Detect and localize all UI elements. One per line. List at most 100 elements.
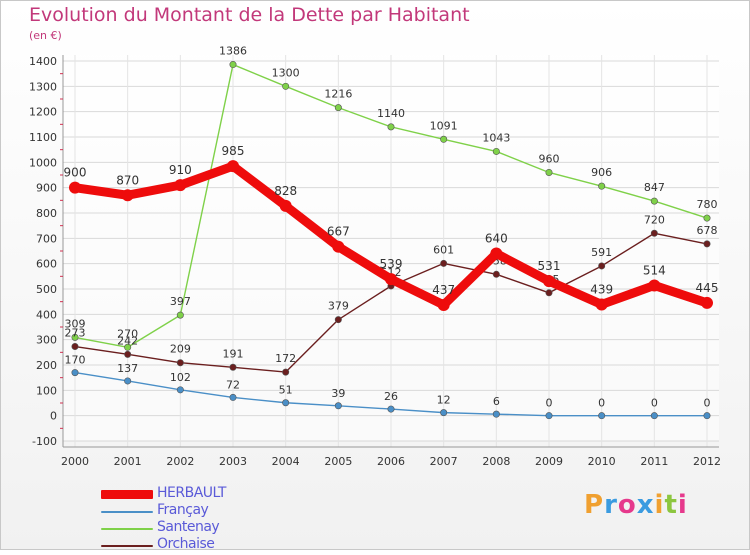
- data-label-orchaise: 591: [591, 246, 612, 259]
- legend-swatch-santenay: [101, 528, 153, 530]
- point-santenay: [124, 343, 132, 351]
- point-santenay: [492, 147, 500, 155]
- x-tick-label: 2002: [166, 455, 194, 468]
- data-label-herbault: 667: [327, 225, 350, 239]
- y-tick-label: 900: [36, 182, 57, 195]
- data-label-fran-ay: 102: [170, 371, 191, 384]
- data-label-herbault: 870: [116, 173, 139, 187]
- data-label-herbault: 531: [538, 259, 561, 273]
- x-tick-label: 2004: [272, 455, 300, 468]
- point-fran-ay: [387, 405, 395, 413]
- logo-letter: i: [677, 490, 688, 520]
- point-herbault: [385, 273, 397, 286]
- x-tick-label: 2007: [430, 455, 458, 468]
- point-orchaise: [650, 229, 658, 237]
- logo-letter: o: [617, 490, 637, 520]
- y-tick-label: 1200: [29, 106, 57, 119]
- data-label-orchaise: 678: [697, 224, 718, 237]
- point-herbault: [121, 189, 134, 202]
- data-label-santenay: 1216: [324, 88, 352, 101]
- data-label-fran-ay: 170: [65, 354, 86, 367]
- point-fran-ay: [545, 412, 553, 420]
- data-label-santenay: 1091: [430, 119, 458, 132]
- point-santenay: [229, 61, 237, 69]
- point-herbault: [437, 298, 450, 311]
- y-tick-label: 100: [36, 384, 57, 397]
- point-santenay: [598, 182, 606, 190]
- unit-label: (en €): [29, 29, 62, 42]
- logo-letter: t: [664, 490, 678, 520]
- data-label-fran-ay: 137: [117, 362, 138, 375]
- point-santenay: [334, 104, 342, 112]
- chart-title: Evolution du Montant de la Dette par Hab…: [29, 4, 470, 26]
- x-tick-label: 2005: [324, 455, 352, 468]
- point-santenay: [387, 123, 395, 131]
- y-tick-label: 500: [36, 283, 57, 296]
- data-label-orchaise: 273: [65, 327, 86, 340]
- point-herbault: [648, 279, 661, 292]
- point-santenay: [71, 333, 79, 341]
- point-orchaise: [124, 350, 132, 358]
- data-label-santenay: 270: [117, 327, 138, 340]
- point-herbault: [332, 240, 345, 253]
- x-tick-label: 2010: [588, 455, 616, 468]
- point-fran-ay: [71, 369, 79, 377]
- data-label-santenay: 960: [539, 152, 560, 165]
- data-label-herbault: 439: [590, 282, 613, 296]
- logo-letter: P: [584, 490, 605, 520]
- legend-label-orchaise: Orchaise: [157, 536, 215, 552]
- x-tick-label: 2003: [219, 455, 247, 468]
- data-label-fran-ay: 51: [279, 384, 293, 397]
- data-label-fran-ay: 6: [493, 395, 500, 408]
- logo-letter: i: [654, 490, 665, 520]
- point-santenay: [176, 311, 184, 319]
- data-label-santenay: 906: [591, 166, 612, 179]
- data-label-orchaise: 191: [223, 347, 244, 360]
- point-santenay: [650, 197, 658, 205]
- data-label-fran-ay: 0: [651, 397, 658, 410]
- x-tick-label: 2008: [482, 455, 510, 468]
- point-herbault: [174, 179, 187, 192]
- data-label-orchaise: 601: [433, 243, 454, 256]
- data-label-herbault: 514: [643, 263, 666, 277]
- data-label-fran-ay: 39: [331, 387, 345, 400]
- point-orchaise: [440, 259, 448, 267]
- point-orchaise: [229, 363, 237, 371]
- data-label-herbault: 910: [169, 163, 192, 177]
- x-tick-label: 2001: [114, 455, 142, 468]
- data-label-herbault: 437: [432, 283, 455, 297]
- data-label-fran-ay: 12: [437, 394, 451, 407]
- y-tick-label: 0: [50, 410, 57, 423]
- data-label-santenay: 397: [170, 295, 191, 308]
- point-orchaise: [492, 270, 500, 278]
- data-label-fran-ay: 0: [546, 397, 553, 410]
- point-herbault: [701, 296, 713, 309]
- point-fran-ay: [703, 412, 711, 420]
- y-tick-label: 700: [36, 232, 57, 245]
- point-herbault: [543, 275, 555, 288]
- x-tick-label: 2009: [535, 455, 563, 468]
- point-orchaise: [545, 289, 553, 297]
- x-tick-label: 2011: [640, 455, 668, 468]
- point-fran-ay: [492, 410, 500, 418]
- data-label-herbault: 640: [485, 232, 508, 246]
- y-tick-label: 600: [36, 258, 57, 271]
- legend-label-santenay: Santenay: [157, 519, 220, 535]
- data-label-herbault: 828: [274, 184, 297, 198]
- x-tick-label: 2012: [693, 455, 721, 468]
- point-fran-ay: [124, 377, 132, 385]
- proxiti-logo: Proxiti: [584, 490, 688, 520]
- point-orchaise: [703, 240, 711, 248]
- data-label-orchaise: 209: [170, 343, 191, 356]
- data-label-orchaise: 172: [275, 352, 296, 365]
- y-tick-label: 1100: [29, 131, 57, 144]
- legend-swatch-francay: [101, 511, 153, 513]
- legend-label-herbault: HERBAULT: [157, 485, 226, 501]
- data-label-santenay: 309: [65, 317, 86, 330]
- data-label-fran-ay: 72: [226, 378, 240, 391]
- data-label-orchaise: 242: [117, 334, 138, 347]
- legend-swatch-herbault: [101, 490, 153, 499]
- point-herbault: [595, 298, 608, 311]
- y-tick-label: 300: [36, 334, 57, 347]
